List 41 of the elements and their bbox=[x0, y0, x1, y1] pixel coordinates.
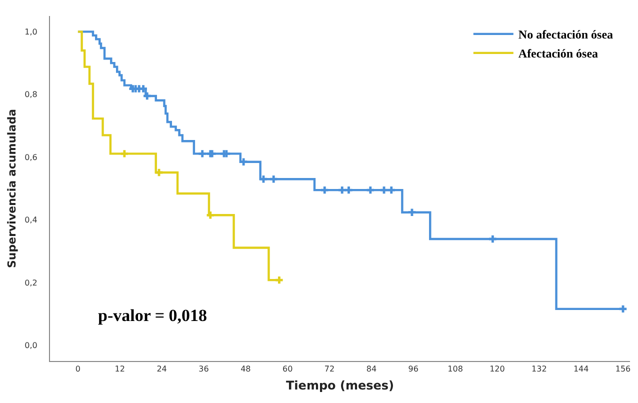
point bbox=[380, 186, 388, 194]
x-tick-label: 108 bbox=[448, 364, 463, 374]
point bbox=[270, 175, 278, 183]
x-tick-label: 120 bbox=[490, 364, 505, 374]
x-tick-label: 72 bbox=[324, 364, 335, 374]
y-tick-label: 0,2 bbox=[24, 278, 38, 288]
x-tick-label: 96 bbox=[408, 364, 418, 374]
legend-label: No afectación ósea bbox=[518, 28, 614, 42]
point bbox=[345, 186, 352, 194]
x-axis-title: Tiempo (meses) bbox=[286, 378, 394, 392]
x-tick-label: 12 bbox=[114, 364, 125, 374]
y-axis-title: Supervivencia acumulada bbox=[5, 108, 18, 268]
point bbox=[489, 235, 496, 243]
point bbox=[260, 175, 268, 183]
x-tick-label: 0 bbox=[75, 364, 80, 374]
legend-label: Afectación ósea bbox=[518, 46, 598, 61]
x-tick-label: 156 bbox=[615, 364, 631, 374]
x-tick-label: 84 bbox=[366, 364, 377, 374]
point bbox=[388, 186, 395, 194]
point bbox=[619, 305, 627, 313]
y-tick-label: 0,4 bbox=[24, 216, 38, 225]
point bbox=[321, 186, 328, 194]
y-tick-label: 0,6 bbox=[24, 152, 38, 162]
x-tick-label: 36 bbox=[198, 364, 209, 374]
point bbox=[120, 150, 128, 158]
y-tick-label: 1,0 bbox=[24, 27, 38, 36]
point bbox=[366, 186, 374, 194]
point bbox=[198, 150, 206, 158]
x-tick-label: 132 bbox=[532, 364, 547, 374]
point bbox=[338, 186, 346, 194]
x-tick-label: 24 bbox=[156, 364, 167, 374]
point bbox=[144, 92, 151, 100]
x-tick-label: 60 bbox=[282, 364, 293, 374]
point bbox=[276, 276, 283, 284]
x-tick-label: 144 bbox=[573, 364, 589, 374]
point bbox=[206, 212, 214, 219]
y-tick-label: 0,0 bbox=[24, 341, 38, 350]
point bbox=[408, 208, 416, 216]
annotation: p-valor = 0,018 bbox=[98, 306, 208, 325]
y-tick-label: 0,8 bbox=[24, 90, 38, 100]
x-tick-label: 48 bbox=[240, 364, 251, 374]
